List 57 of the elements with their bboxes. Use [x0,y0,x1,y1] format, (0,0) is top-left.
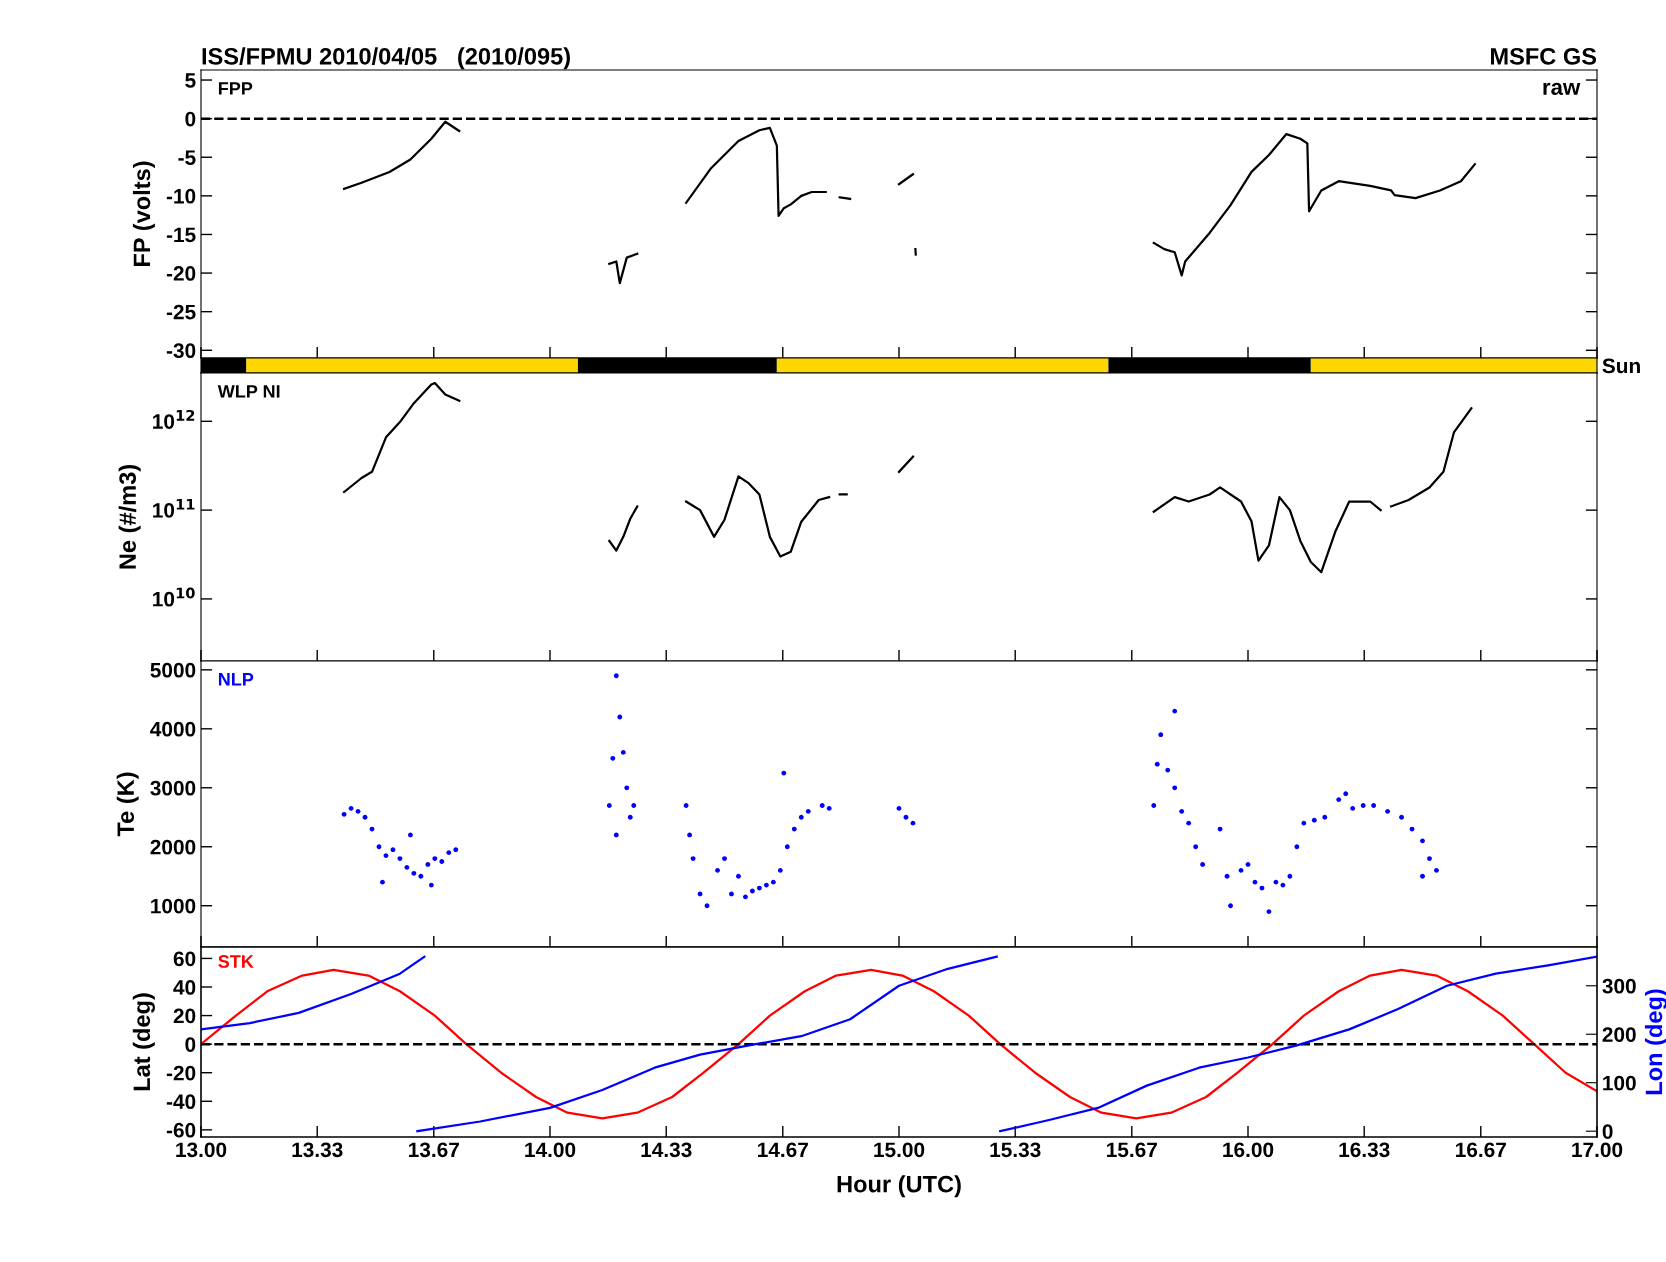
y-tick-label: -40 [166,1094,196,1110]
x-tick-label: 13.67 [409,1142,459,1158]
y2-tick-label: 0 [1602,1124,1613,1139]
y-tick-label: 40 [173,980,196,995]
y-tick-label: 60 [173,951,196,967]
line-series [999,955,1597,1133]
x-tick-label: 15.67 [1107,1142,1157,1158]
y-tick-label: 20 [173,1008,196,1024]
annotation: raw [1543,82,1581,95]
y-tick-label: 4000 [150,721,196,737]
y-tick-label: -20 [166,1065,196,1081]
y-axis-title: Te (K) [116,772,139,837]
y-tick-label: 1000 [151,898,196,914]
y-axis-title: FP (volts) [132,161,155,266]
y-tick-label: 10$^{10}$ [153,587,195,607]
y-tick-label: 0 [185,111,196,127]
x-tick-label: 17.00 [1572,1142,1623,1158]
x-tick-label: 16.33 [1339,1142,1390,1158]
y2-tick-label: 300 [1602,978,1636,994]
annotation: NLP [218,673,254,686]
x-tick-label: 15.33 [990,1142,1041,1158]
x-axis-title: Hour (UTC) [837,1175,961,1198]
chart-subtitle: MSFC GS [1491,47,1597,65]
chart-title: ISS/FPMU 2010/04/05 (2010/095) [202,47,570,70]
y-tick-label: 10$^{11}$ [153,498,195,518]
line-series [416,955,998,1133]
y2-tick-label: 200 [1602,1027,1636,1042]
y-tick-label: 3000 [150,780,196,796]
x-tick-label: 14.67 [758,1142,808,1158]
x-tick-label: 14.33 [641,1142,692,1158]
y-tick-label: 5 [185,73,196,88]
y-axis-title: Lat (deg) [132,993,155,1091]
y-tick-label: 5000 [150,662,196,678]
annotation: FPP [218,82,253,95]
x-tick-label: 16.67 [1456,1142,1506,1158]
y-tick-label: 0 [185,1037,196,1052]
line-series [201,955,426,1031]
x-tick-label: 16.00 [1223,1142,1274,1158]
y-tick-label: -15 [166,227,196,243]
y-tick-label: -60 [166,1122,196,1138]
x-tick-label: 14.00 [525,1142,576,1158]
x-tick-label: 13.33 [292,1142,343,1158]
y-tick-label: 2000 [150,839,196,855]
y-tick-label: -10 [166,188,196,204]
line-series [201,968,1597,1120]
y-tick-label: -30 [166,343,196,359]
y-tick-label: 10$^{12}$ [153,409,195,429]
annotation: WLP NI [217,385,280,398]
y-tick-label: -25 [166,304,196,320]
x-tick-label: 13.00 [176,1142,227,1158]
y-tick-label: -20 [166,266,196,281]
x-tick-label: 15.00 [874,1142,925,1158]
y-tick-label: -5 [178,150,196,165]
y-axis-title: Ne (#/m3) [118,465,141,569]
y-tick-label: Sun [1602,358,1640,374]
annotation: STK [218,955,254,968]
y2-tick-label: 100 [1603,1075,1636,1091]
